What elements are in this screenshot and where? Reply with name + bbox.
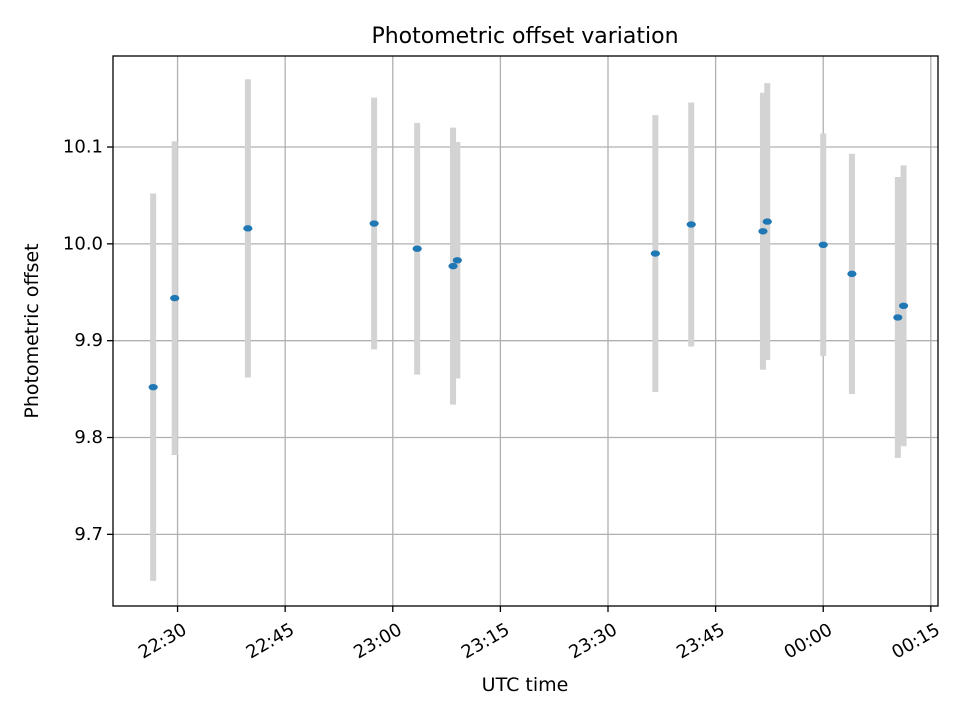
y-tick-label: 9.7 bbox=[74, 524, 103, 545]
data-point bbox=[762, 218, 772, 225]
x-tick-label: 23:15 bbox=[458, 619, 513, 663]
x-tick-label: 00:00 bbox=[781, 619, 836, 663]
data-point bbox=[148, 383, 158, 391]
x-tick-label: 23:30 bbox=[565, 619, 620, 663]
x-tick-label: 23:00 bbox=[350, 619, 405, 663]
data-point bbox=[898, 302, 909, 310]
y-axis-ticks: 9.7 9.8 9.9 10.0 10.1 bbox=[63, 137, 113, 545]
x-tick-label: 22:30 bbox=[135, 619, 190, 663]
data-point bbox=[847, 270, 857, 278]
data-point bbox=[369, 220, 379, 227]
y-tick-label: 9.9 bbox=[74, 330, 103, 351]
error-bars bbox=[150, 79, 907, 581]
data-point bbox=[758, 228, 768, 235]
y-tick-label: 9.8 bbox=[74, 427, 103, 448]
chart-title: Photometric offset variation bbox=[371, 24, 678, 49]
x-tick-label: 00:15 bbox=[888, 619, 943, 663]
data-point bbox=[686, 221, 696, 228]
data-point bbox=[412, 245, 422, 252]
y-axis-label: Photometric offset bbox=[21, 243, 43, 418]
x-tick-label: 22:45 bbox=[243, 619, 298, 663]
x-axis-label: UTC time bbox=[482, 674, 569, 696]
y-tick-label: 10.1 bbox=[63, 137, 103, 158]
x-axis-ticks: 22:30 22:45 23:00 23:15 23:30 23:45 00:00 00:15 bbox=[135, 606, 944, 663]
data-point bbox=[170, 294, 180, 302]
data-point bbox=[893, 314, 903, 321]
data-point bbox=[452, 257, 462, 264]
plot-frame bbox=[112, 55, 939, 607]
data-point bbox=[818, 241, 828, 249]
x-tick-label: 23:45 bbox=[673, 619, 728, 663]
data-points bbox=[148, 218, 909, 391]
data-point bbox=[650, 250, 660, 257]
data-point bbox=[448, 262, 458, 270]
data-point bbox=[243, 225, 253, 232]
grid-lines bbox=[113, 56, 938, 606]
y-tick-label: 10.0 bbox=[63, 233, 103, 254]
